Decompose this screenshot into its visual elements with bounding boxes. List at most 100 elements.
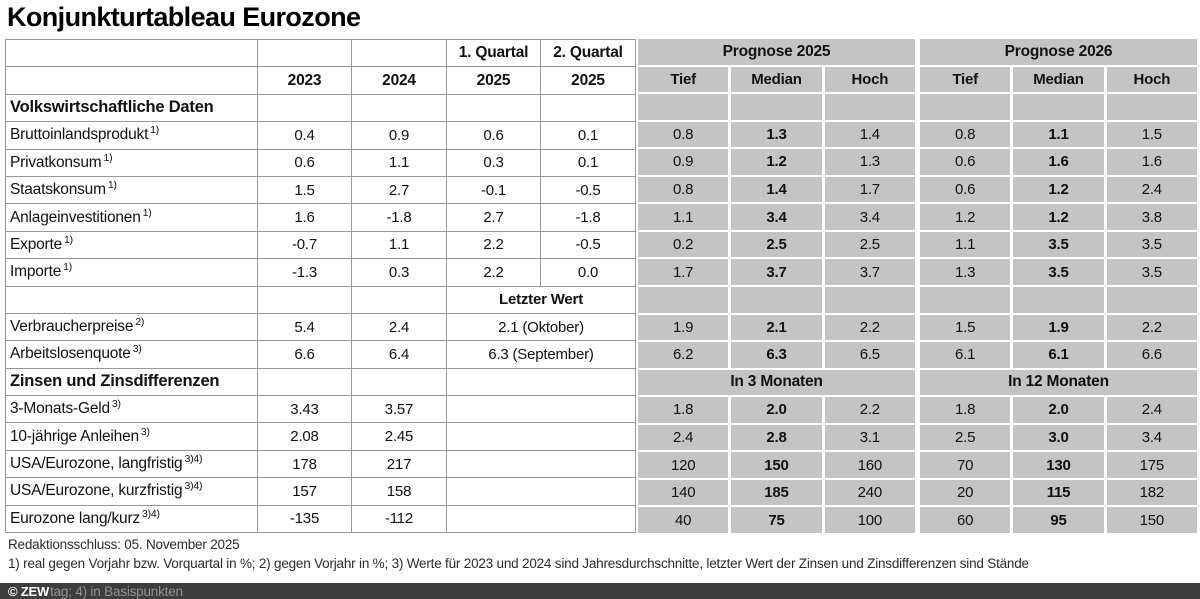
- forecast-hoch-cell: 1.6: [1106, 149, 1197, 175]
- cell-2024: 0.3: [352, 259, 447, 287]
- forecast-hoch-cell: 1.5: [1106, 121, 1197, 148]
- hoch-2025-header: Hoch: [824, 66, 915, 93]
- forecast-empty-cell: [638, 286, 729, 313]
- forecast-tief-cell: 0.8: [638, 176, 729, 203]
- tief-2025-header: Tief: [638, 66, 729, 93]
- header-empty-label: [6, 67, 258, 95]
- forecast-hoch-cell: 6.5: [824, 342, 915, 368]
- forecast-hoch-cell: 3.1: [824, 424, 915, 451]
- forecast-tief-cell: 6.1: [920, 342, 1011, 368]
- row-label-text: Privatkonsum: [10, 153, 102, 171]
- prognose-2025-header: Prognose 2025: [638, 39, 915, 65]
- forecast-median-cell: 1.6: [1013, 149, 1104, 175]
- forecast-tief-cell: 1.9: [638, 314, 729, 341]
- row-label: Verbraucherpreise 2): [6, 313, 258, 342]
- forecast-tief-cell: 1.7: [638, 259, 729, 285]
- row-label: Anlageinvestitionen 1): [6, 204, 258, 232]
- forecast-tief-cell: 20: [920, 479, 1011, 506]
- forecast-hoch-cell: 3.4: [824, 204, 915, 230]
- footnote-marker: 2): [135, 316, 145, 329]
- forecast-median-cell: 1.2: [1013, 204, 1104, 230]
- forecast-hoch-cell: 100: [824, 507, 915, 533]
- header-empty-2024: [352, 40, 447, 68]
- forecast-median-cell: 150: [731, 452, 822, 478]
- forecast-tief-cell: 60: [920, 507, 1011, 533]
- header-q1-year: 2025: [447, 67, 541, 95]
- cell-2024: 217: [352, 450, 447, 479]
- forecast-tief-cell: 1.2: [920, 204, 1011, 230]
- forecast-tief-cell: 0.9: [638, 149, 729, 175]
- cell-q1-2025: 0.6: [447, 122, 541, 150]
- cell-2023: 157: [258, 478, 352, 506]
- forecast-hoch-cell: 150: [1106, 507, 1197, 533]
- cell-quarters-merged: [447, 505, 636, 533]
- forecast-hoch-cell: 2.2: [1106, 314, 1197, 341]
- footnote-cutoff-text: tag; 4) in Basispunkten: [50, 583, 183, 599]
- forecast-median-cell: 2.8: [731, 424, 822, 451]
- cell-q2-2025: -1.8: [541, 204, 636, 232]
- cell-q1-2025: 0.3: [447, 149, 541, 177]
- forecast-tief-cell: 0.6: [920, 149, 1011, 175]
- cell-2023: 0.4: [258, 122, 352, 150]
- corner-cell: [6, 40, 258, 68]
- row-label: USA/Eurozone, kurzfristig 3)4): [6, 478, 258, 506]
- header-year-2023: 2023: [258, 67, 352, 95]
- forecast-tief-cell: 0.2: [638, 231, 729, 258]
- cell-q1-2025: -0.1: [447, 176, 541, 205]
- forecast-hoch-cell: 3.8: [1106, 204, 1197, 230]
- forecast-median-cell: 6.3: [731, 342, 822, 368]
- forecast-block: Prognose 2025 Tief Median Hoch 0.8 1.3 1.4…: [638, 39, 1197, 533]
- forecast-median-cell: 185: [731, 479, 822, 506]
- forecast-tief-cell: 140: [638, 479, 729, 506]
- forecast-tief-cell: 2.4: [638, 424, 729, 451]
- forecast-median-cell: 3.7: [731, 259, 822, 285]
- cell-2024: 1.1: [352, 231, 447, 260]
- footnote-marker: 1): [64, 233, 73, 246]
- row-label: Arbeitslosenquote 3): [6, 341, 258, 369]
- cell-2023: [258, 286, 352, 314]
- header-q1-label: 1. Quartal: [447, 40, 541, 68]
- footnotes-line: 1) real gegen Vorjahr bzw. Vorquartal in…: [8, 556, 1029, 571]
- forecast-empty-cell: [1106, 286, 1197, 313]
- cell-quarters-merged: 2.1 (Oktober): [447, 313, 636, 342]
- cell-2024: [352, 368, 447, 397]
- row-label-text: USA/Eurozone, langfristig: [10, 455, 183, 473]
- forecast-hoch-cell: 1.3: [824, 149, 915, 175]
- main-table-left: 1. Quartal 2. Quartal 2023 2024 2025 202…: [5, 39, 636, 533]
- cell-quarters-merged: [447, 396, 636, 424]
- forecast-tief-cell: 0.6: [920, 176, 1011, 203]
- forecast-hoch-cell: 160: [824, 452, 915, 478]
- cell-2023: -0.7: [258, 231, 352, 260]
- forecast-hoch-cell: 2.5: [824, 231, 915, 258]
- cell-2024: 2.7: [352, 176, 447, 205]
- row-label-text: Exporte: [10, 235, 63, 253]
- forecast-hoch-cell: 1.4: [824, 121, 915, 148]
- header-q2-year: 2025: [541, 67, 636, 95]
- page-title: Konjunkturtableau Eurozone: [7, 2, 361, 32]
- forecast-hoch-cell: 2.4: [1106, 397, 1197, 423]
- cell-2024: 2.45: [352, 423, 447, 451]
- cell-2023: 5.4: [258, 313, 352, 342]
- footnote-marker: 3)4): [141, 507, 160, 520]
- forecast-hoch-cell: 2.4: [1106, 176, 1197, 203]
- forecast-hoch-cell: 182: [1106, 479, 1197, 506]
- row-label: USA/Eurozone, langfristig 3)4): [6, 450, 258, 479]
- forecast-tief-cell: 1.8: [638, 397, 729, 423]
- row-label: Importe 1): [6, 259, 258, 287]
- cell-2023: 2.08: [258, 423, 352, 451]
- forecast-empty-cell: [824, 286, 915, 313]
- row-label-text: Anlageinvestitionen: [10, 208, 141, 226]
- footnote-marker: 3)4): [184, 480, 203, 493]
- forecast-tief-cell: 0.8: [638, 121, 729, 148]
- cell-q2-2025: 0.1: [541, 122, 636, 150]
- forecast-group-2026: Prognose 2026 Tief Median Hoch 0.8 1.1 1.5…: [920, 39, 1197, 533]
- footnote-marker: 3): [140, 425, 150, 438]
- cell-quarters-merged: [447, 423, 636, 451]
- cell-2024: 2.4: [352, 313, 447, 342]
- footnote-marker: 3)4): [184, 453, 203, 466]
- cell-2024: [352, 94, 447, 123]
- forecast-tief-cell: 1.1: [920, 231, 1011, 258]
- cell-quarters-merged: Letzter Wert: [447, 286, 636, 314]
- cell-2024: 0.9: [352, 122, 447, 150]
